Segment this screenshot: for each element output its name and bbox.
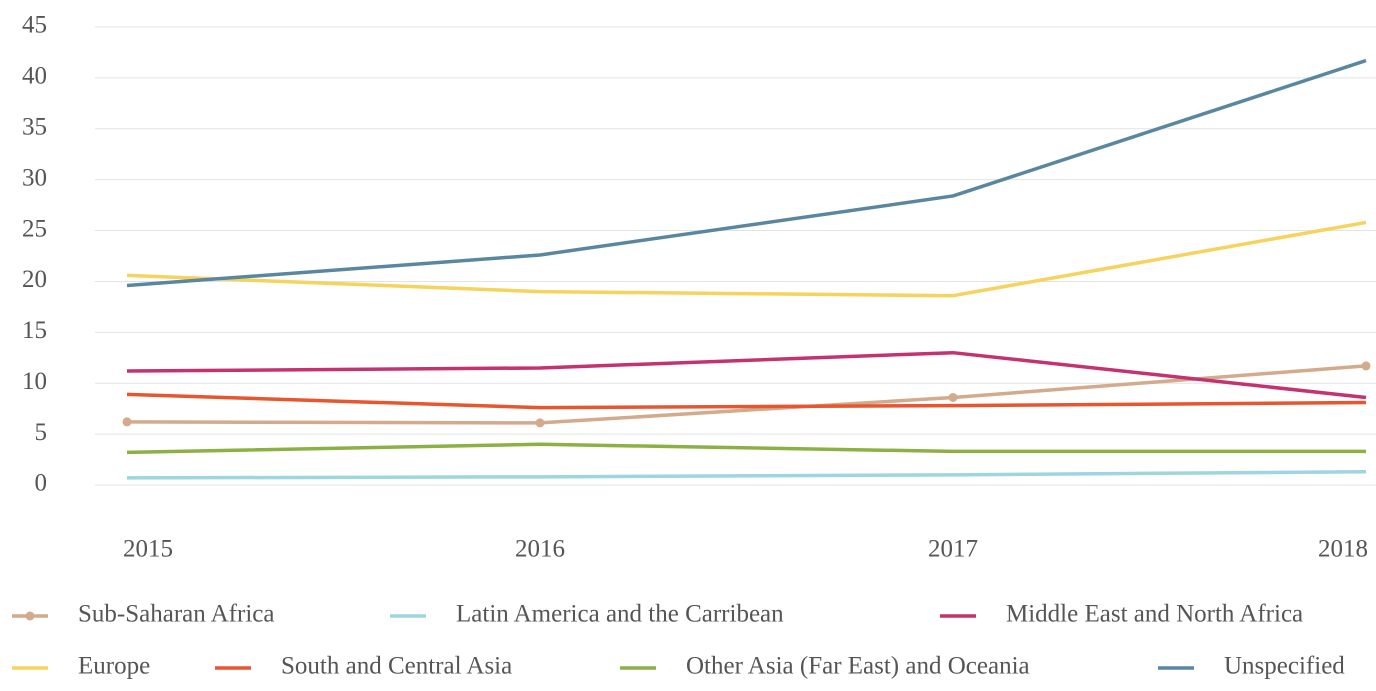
series-line bbox=[126, 442, 1366, 455]
legend-label: Middle East and North Africa bbox=[1006, 601, 1303, 628]
x-tick-label: 2017 bbox=[928, 536, 978, 563]
series-line bbox=[126, 364, 1367, 425]
series-line bbox=[126, 58, 1367, 288]
y-tick-label: 15 bbox=[22, 317, 47, 344]
data-point bbox=[1361, 361, 1371, 371]
legend-marker bbox=[25, 611, 35, 621]
legend-label: Europe bbox=[78, 653, 150, 680]
y-tick-label: 35 bbox=[22, 114, 47, 141]
y-tick-label: 25 bbox=[22, 215, 47, 242]
series-line bbox=[126, 470, 1367, 480]
y-tick-label: 40 bbox=[22, 63, 47, 90]
x-tick-label: 2018 bbox=[1318, 536, 1368, 563]
series-line bbox=[126, 350, 1367, 400]
data-point bbox=[122, 417, 132, 427]
data-point bbox=[535, 418, 545, 428]
legend-label: Latin America and the Carribean bbox=[456, 601, 784, 628]
y-tick-label: 30 bbox=[22, 164, 47, 191]
series-line bbox=[126, 392, 1367, 410]
series-line bbox=[126, 220, 1367, 298]
legend-label: Unspecified bbox=[1224, 653, 1345, 680]
y-tick-label: 0 bbox=[35, 470, 48, 497]
legend-label: Sub-Saharan Africa bbox=[78, 601, 274, 628]
data-point bbox=[948, 392, 958, 402]
y-tick-label: 20 bbox=[22, 266, 47, 293]
y-tick-label: 10 bbox=[22, 368, 47, 395]
legend-label: South and Central Asia bbox=[281, 653, 512, 680]
y-tick-label: 45 bbox=[22, 12, 47, 39]
x-tick-label: 2016 bbox=[515, 536, 565, 563]
legend-label: Other Asia (Far East) and Oceania bbox=[686, 653, 1030, 680]
y-tick-label: 5 bbox=[35, 419, 48, 446]
x-tick-label: 2015 bbox=[123, 536, 173, 563]
